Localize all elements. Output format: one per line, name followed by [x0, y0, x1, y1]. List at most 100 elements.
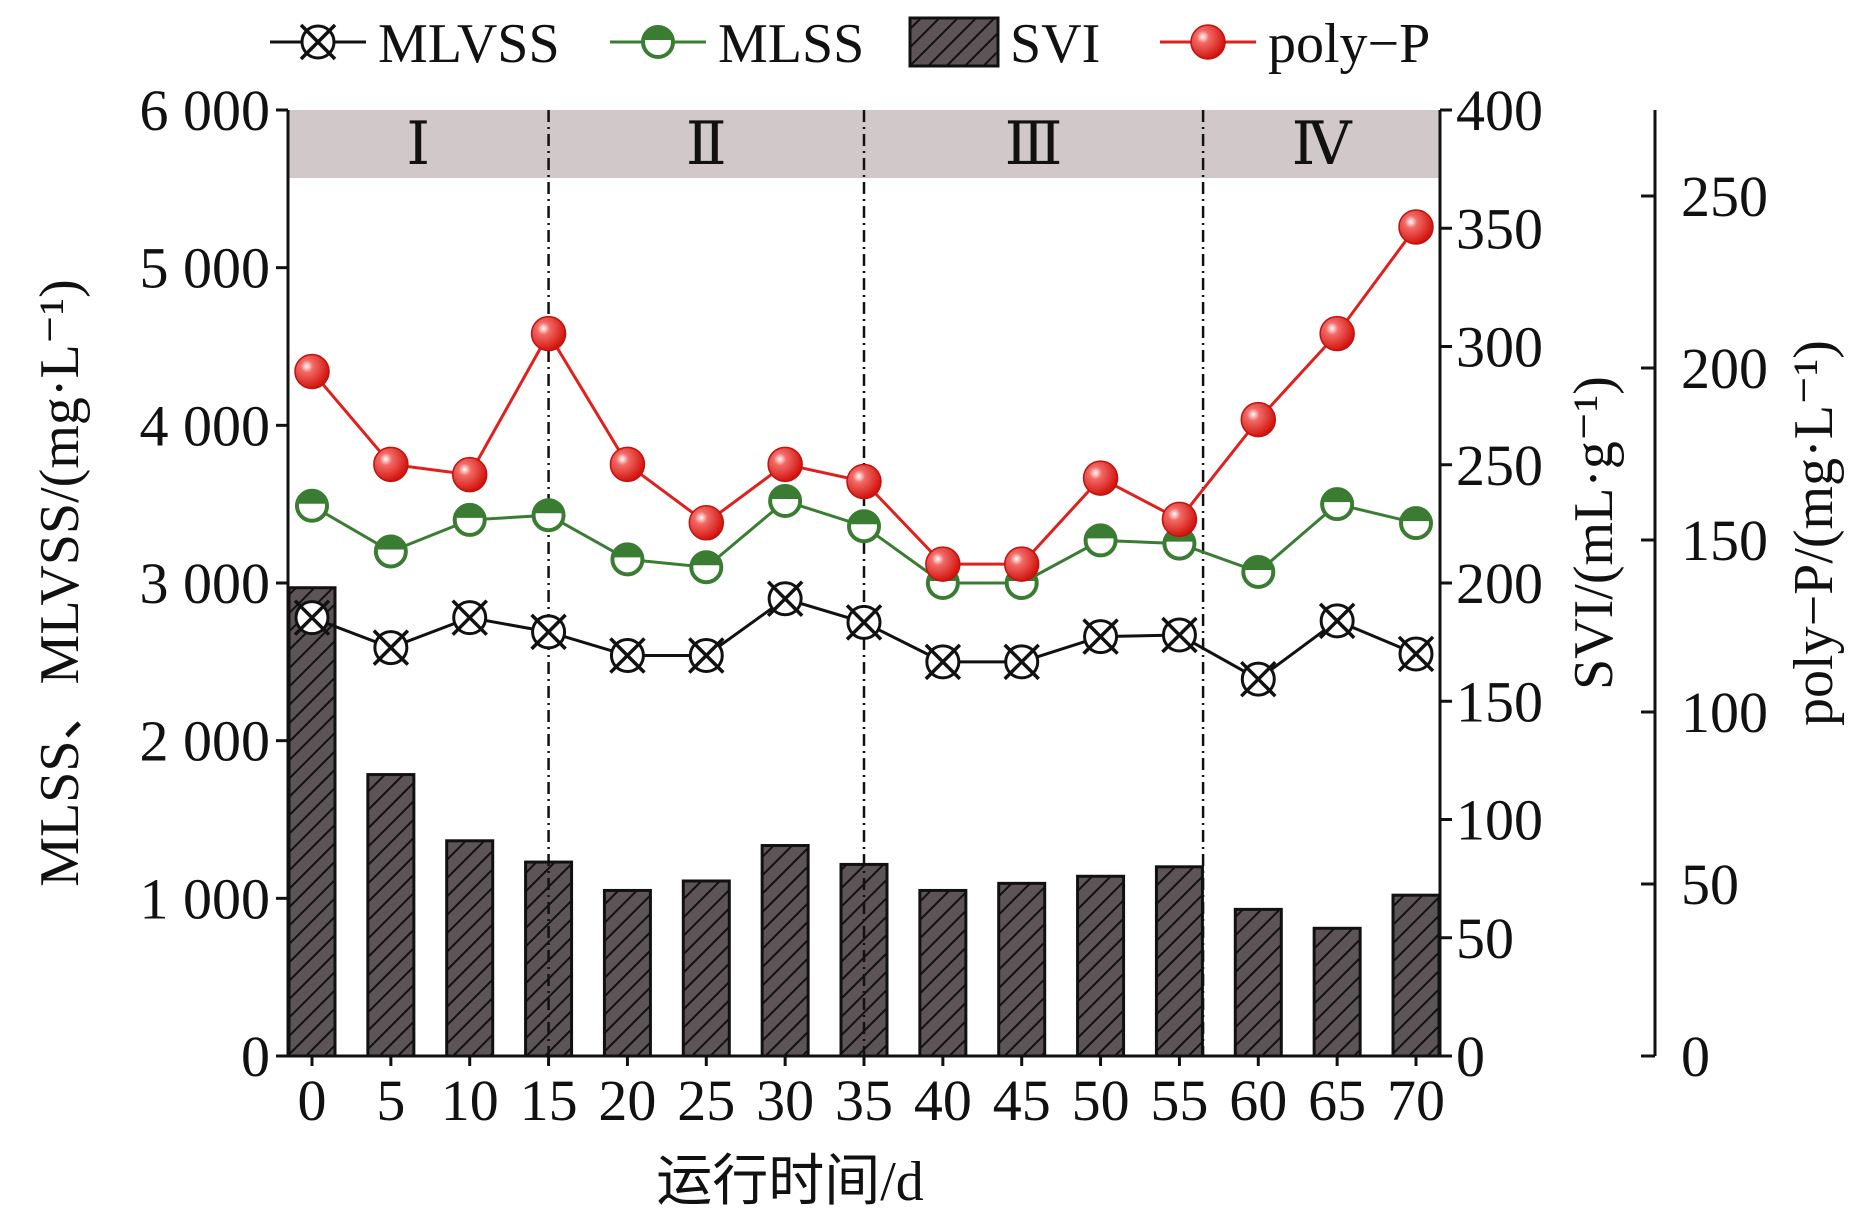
left-tick-label: 2 000 — [140, 709, 271, 774]
svi-tick-label: 150 — [1456, 669, 1543, 734]
mlss-point — [847, 509, 881, 544]
svi-tick-label: 300 — [1456, 315, 1543, 380]
mlss-point — [610, 542, 645, 577]
poly-p-point — [1319, 315, 1355, 352]
svi-bar — [997, 881, 1047, 1058]
mlss-marker-fill — [851, 511, 877, 525]
x-tick-label: 15 — [520, 1068, 578, 1133]
phase-label: Ⅳ — [1292, 111, 1353, 177]
poly-p-tick-label: 250 — [1681, 164, 1768, 229]
left-tick-label: 3 000 — [140, 551, 271, 616]
mlvss-marker-cross — [845, 604, 883, 641]
svi-tick-label: 50 — [1456, 906, 1514, 971]
mlvss-marker-cross — [1082, 618, 1119, 655]
poly-p-point — [294, 353, 330, 390]
svi-bar — [602, 888, 652, 1058]
mlvss-point — [293, 599, 331, 636]
mlvss-point — [1082, 618, 1119, 655]
mlvss-point — [1397, 635, 1435, 673]
svi-tick-label: 0 — [1456, 1024, 1485, 1089]
left-tick-label: 4 000 — [140, 393, 271, 458]
poly-p-axis-title: poly−P/(mg·L⁻¹) — [1783, 340, 1845, 726]
mlss-marker-fill — [645, 27, 671, 40]
svi-bar — [1076, 874, 1126, 1058]
mlvss-marker-cross — [1161, 616, 1198, 654]
mlvss-marker-cross — [372, 629, 410, 666]
mlss-marker-fill — [772, 486, 799, 500]
mlss-point — [768, 484, 803, 519]
svi-tick-label: 200 — [1456, 551, 1543, 616]
poly-p-tick-label: 150 — [1681, 508, 1768, 573]
mlvss-marker-cross — [1318, 602, 1356, 640]
poly-p-point — [451, 456, 488, 493]
mlss-marker-fill — [1087, 525, 1114, 539]
mlvss-point — [1318, 602, 1356, 640]
mlvss-point — [766, 580, 804, 618]
poly-p-point — [688, 505, 725, 541]
svi-axis-title: SVI/(mL·g⁻¹) — [1563, 376, 1625, 690]
svi-tick-label: 350 — [1456, 196, 1543, 261]
poly-p-point — [530, 315, 567, 352]
poly-p-point — [1240, 401, 1277, 438]
mlvss-marker-cross — [1240, 660, 1277, 698]
mlss-point — [1399, 506, 1433, 541]
mlvss-point — [845, 604, 883, 641]
mlss-marker-fill — [456, 504, 483, 518]
x-tick-label: 35 — [835, 1068, 893, 1133]
x-tick-label: 5 — [376, 1068, 405, 1133]
left-tick-label: 5 000 — [140, 236, 271, 301]
mlss-marker-fill — [1324, 489, 1351, 503]
x-tick-label: 40 — [914, 1068, 972, 1133]
x-tick-label: 25 — [677, 1068, 735, 1133]
svi-bar — [445, 839, 495, 1058]
x-tick-label: 55 — [1150, 1068, 1208, 1133]
mlss-marker-fill — [614, 544, 641, 558]
mlvss-marker-cross — [299, 23, 337, 61]
mlss-marker-fill — [693, 552, 720, 566]
mlvss-point — [1240, 660, 1277, 698]
svi-tick-label: 100 — [1456, 788, 1543, 853]
svi-bar — [287, 586, 337, 1058]
x-tick-label: 0 — [298, 1068, 327, 1133]
x-axis-title: 运行时间/d — [656, 1151, 924, 1213]
mlvss-marker-cross — [530, 613, 567, 651]
svi-bar — [1312, 926, 1362, 1058]
mlss-point — [689, 550, 724, 585]
poly-p-point — [846, 463, 882, 500]
mlvss-point — [530, 613, 567, 651]
line-series — [293, 209, 1435, 698]
poly-p-point — [1082, 460, 1119, 496]
mlss-point — [1320, 487, 1355, 522]
x-tick-label: 60 — [1229, 1068, 1287, 1133]
poly-p-point — [925, 546, 961, 582]
left-axis-title: MLSS、MLVSS/(mg·L⁻¹) — [29, 279, 91, 887]
phase-label: Ⅱ — [686, 111, 727, 177]
x-tick-label: 30 — [756, 1068, 814, 1133]
mlss-marker-fill — [299, 490, 325, 504]
mlvss-point — [609, 637, 646, 674]
x-tick-label: 20 — [598, 1068, 656, 1133]
mlvss-point — [688, 637, 725, 674]
mlss-marker-fill — [1403, 508, 1429, 522]
poly-p-tick-label: 50 — [1681, 852, 1739, 917]
svi-tick-label: 250 — [1456, 433, 1543, 498]
legend-svi-label: SVI — [1010, 13, 1100, 75]
svi-bar — [1154, 865, 1204, 1058]
x-tick-label: 50 — [1072, 1068, 1130, 1133]
poly-p-point — [373, 446, 409, 483]
poly-p-point — [1161, 501, 1198, 538]
legend-mlss-marker — [641, 25, 675, 59]
poly-p-point — [1398, 209, 1434, 245]
poly-p-tick-label: 100 — [1681, 680, 1768, 745]
mlvss-point — [1161, 616, 1198, 654]
legend-poly-p-marker — [1190, 24, 1226, 60]
poly-p-point — [767, 446, 803, 483]
x-tick-label: 70 — [1387, 1068, 1445, 1133]
mlvss-point — [451, 599, 488, 636]
mlss-point — [452, 502, 487, 537]
phase-label: Ⅲ — [1005, 111, 1063, 177]
mlss-point — [1241, 554, 1276, 589]
mlvss-marker-cross — [766, 580, 804, 618]
mlvss-marker-cross — [924, 643, 962, 681]
